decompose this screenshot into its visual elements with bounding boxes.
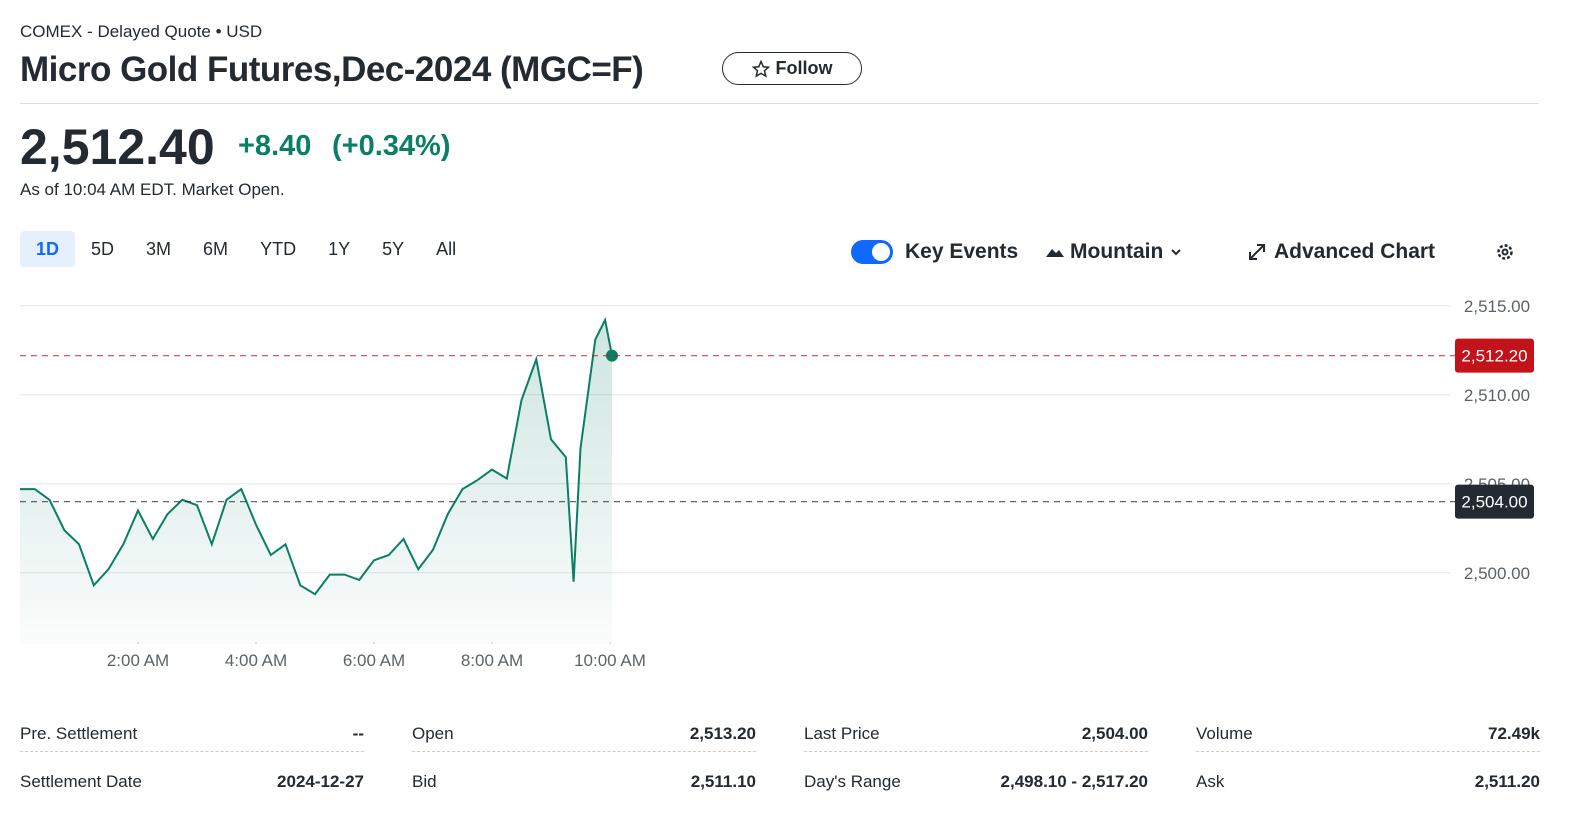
follow-button[interactable]: Follow	[722, 52, 862, 85]
stat-row: Open 2,513.20	[412, 717, 756, 752]
reference-label: 2,512.20	[1461, 347, 1527, 366]
stat-row: Pre. Settlement --	[20, 717, 364, 752]
advanced-chart-button[interactable]: Advanced Chart	[1248, 240, 1435, 264]
gear-icon	[1497, 244, 1513, 260]
stat-label: Day's Range	[804, 772, 901, 791]
stat-value: 2,511.10	[690, 772, 756, 791]
stat-value: 72.49k	[1488, 724, 1540, 743]
stat-value: 2,511.20	[1474, 772, 1540, 791]
stat-label: Pre. Settlement	[20, 724, 138, 743]
stat-value: 2,504.00	[1081, 724, 1148, 743]
expand-icon	[1249, 244, 1265, 260]
stat-label: Volume	[1196, 724, 1253, 743]
divider	[20, 103, 1539, 104]
range-button[interactable]: 1D	[20, 231, 76, 267]
chevron	[1171, 249, 1182, 256]
stat-row: Ask 2,511.20	[1196, 765, 1540, 799]
stat-label: Bid	[412, 772, 437, 791]
chart-type-label: Mountain	[1070, 240, 1164, 263]
stat-row: Volume 72.49k	[1196, 717, 1540, 752]
last-point	[605, 349, 618, 362]
range-button[interactable]: 5D	[91, 238, 115, 259]
y-tick-label: 2,510.00	[1464, 386, 1530, 405]
toggle	[851, 240, 893, 264]
as-of: As of 10:04 AM EDT. Market Open.	[20, 180, 285, 199]
advanced-chart-label: Advanced Chart	[1274, 240, 1436, 263]
star-icon	[751, 59, 770, 78]
range-button[interactable]: 5Y	[382, 238, 405, 259]
stat-label: Last Price	[804, 724, 880, 743]
stat-value: 2,498.10 - 2,517.20	[1000, 772, 1148, 791]
stat-row: Bid 2,511.10	[412, 765, 756, 799]
area	[20, 320, 612, 644]
y-tick-label: 2,500.00	[1464, 564, 1530, 583]
reference-badge	[1455, 484, 1534, 519]
price: 2,512.40	[20, 119, 215, 175]
price-line	[20, 316, 613, 596]
range-selector: 1D 5D 3M 6M YTD 1Y 5Y All	[20, 231, 472, 267]
stat-row: Day's Range 2,498.10 - 2,517.20	[804, 765, 1148, 799]
x-tick-label: 10:00 AM	[574, 651, 646, 670]
x-tick-label: 8:00 AM	[461, 651, 523, 670]
instrument-title: Micro Gold Futures,Dec-2024 (MGC=F)	[20, 50, 644, 89]
reference-badge	[1455, 338, 1534, 373]
x-tick-label: 4:00 AM	[225, 651, 287, 670]
range-button[interactable]: All	[436, 238, 457, 259]
x-tick-label: 6:00 AM	[343, 651, 405, 670]
settings-button[interactable]	[1495, 242, 1515, 267]
price-chart: 2,500.002,505.002,510.002,515.002:00 AM 4…	[20, 297, 1534, 670]
y-tick-label: 2,515.00	[1464, 297, 1530, 316]
stat-row: Last Price 2,504.00	[804, 717, 1148, 752]
price-change-pct: (+0.34%)	[332, 130, 451, 162]
stat-value: 2024-12-27	[277, 772, 364, 791]
stat-value: 2,513.20	[689, 724, 756, 743]
quote-source: COMEX - Delayed Quote • USD	[20, 22, 263, 41]
stat-row: Settlement Date 2024-12-27	[20, 765, 364, 799]
price-change: +8.40	[238, 130, 312, 162]
reference-label: 2,504.00	[1461, 493, 1527, 512]
chart-type-menu[interactable]: Mountain	[1046, 240, 1183, 264]
range-button[interactable]: 3M	[146, 238, 172, 259]
key-events-label: Key Events	[905, 240, 1019, 263]
key-events-toggle[interactable]: Key Events	[851, 240, 1018, 264]
stat-value: --	[352, 724, 364, 743]
range-button[interactable]: 1Y	[328, 238, 351, 259]
stat-label: Open	[412, 724, 454, 743]
stat-label: Ask	[1196, 772, 1225, 791]
mountain-icon	[1046, 249, 1064, 257]
range-button[interactable]: YTD	[260, 238, 297, 259]
stat-label: Settlement Date	[20, 772, 142, 791]
range-button[interactable]: 6M	[203, 238, 229, 259]
x-tick-label: 2:00 AM	[107, 651, 169, 670]
follow-label: Follow	[775, 58, 833, 78]
